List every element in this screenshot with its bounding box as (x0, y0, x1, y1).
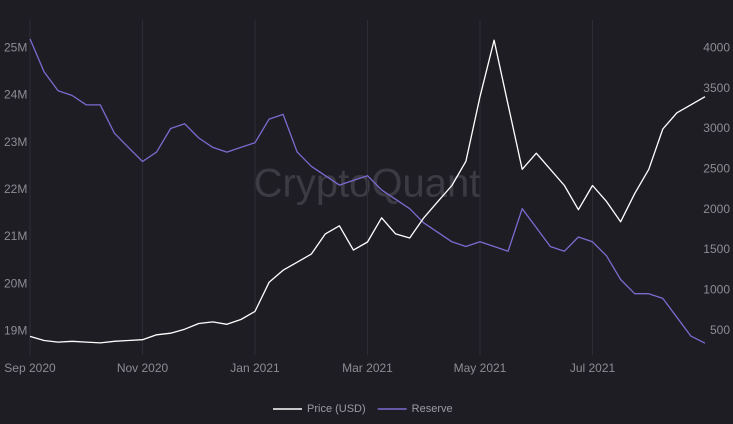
legend-label: Reserve (412, 403, 453, 415)
y2-tick-label: 4000 (703, 40, 730, 54)
y-tick-label: 19M (4, 324, 27, 338)
x-tick-label: Jul 2021 (570, 361, 616, 375)
y-tick-label: 20M (4, 276, 27, 290)
series-line (29, 39, 706, 344)
y-tick-label: 22M (4, 182, 27, 196)
x-tick-label: Mar 2021 (342, 361, 393, 375)
x-tick-label: Sep 2020 (4, 361, 56, 375)
y-tick-label: 25M (4, 40, 27, 54)
x-tick-label: Nov 2020 (117, 361, 169, 375)
y2-tick-label: 1000 (703, 283, 730, 297)
y2-tick-label: 500 (710, 323, 730, 337)
legend-label: Price (USD) (307, 403, 366, 415)
legend-item: Reserve (377, 403, 453, 415)
y2-tick-label: 3500 (703, 81, 730, 95)
y2-tick-label: 2000 (703, 202, 730, 216)
x-tick-label: May 2021 (454, 361, 507, 375)
series-line (29, 38, 706, 344)
y-tick-label: 23M (4, 135, 27, 149)
y2-tick-label: 3000 (703, 121, 730, 135)
y2-tick-label: 2500 (703, 162, 730, 176)
y2-tick-label: 1500 (703, 242, 730, 256)
legend-item: Price (USD) (273, 403, 366, 415)
y-tick-label: 24M (4, 88, 27, 102)
x-tick-label: Jan 2021 (230, 361, 280, 375)
y-tick-label: 21M (4, 229, 27, 243)
